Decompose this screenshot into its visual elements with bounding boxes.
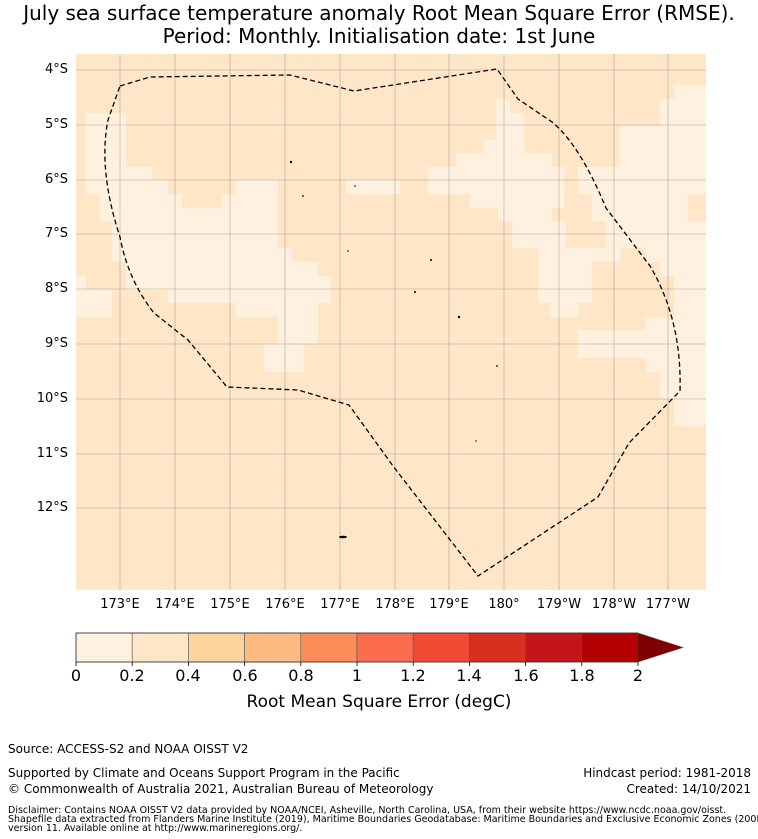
lon-label-173e: 173°E (100, 597, 140, 612)
colorbar-segment (581, 632, 639, 663)
lon-label-175e: 175°E (210, 597, 250, 612)
lat-label-4s: 4°S (44, 62, 68, 77)
colorbar-segment (356, 632, 414, 663)
colorbar-tick-2: 2 (632, 666, 644, 685)
map-gridlines (76, 54, 706, 590)
colorbar-label: Root Mean Square Error (degC) (246, 692, 512, 712)
lon-label-177w: 177°W (645, 597, 691, 612)
chart-title-line2: Period: Monthly. Initialisation date: 1s… (162, 24, 596, 48)
lat-label-10s: 10°S (36, 391, 68, 406)
colorbar-tick-0.2: 0.2 (119, 666, 145, 685)
lat-label-6s: 6°S (44, 172, 68, 187)
colorbar-segment (188, 632, 245, 663)
disclaimer-line3: version 11. Available online at http://w… (8, 823, 303, 834)
lat-label-5s: 5°S (44, 117, 68, 132)
created-date: Created: 14/10/2021 (626, 782, 751, 796)
colorbar-segment (131, 632, 189, 663)
colorbar-tick-0.6: 0.6 (232, 666, 258, 685)
map-ocean (76, 54, 706, 590)
low-rmse-region (76, 85, 706, 426)
lon-label-178w: 178°W (591, 597, 637, 612)
colorbar (75, 632, 684, 666)
supported-text: Supported by Climate and Oceans Support … (8, 766, 400, 780)
colorbar-segment (412, 632, 470, 663)
colorbar-tick-0.8: 0.8 (288, 666, 314, 685)
lon-label-178e: 178°E (375, 597, 415, 612)
colorbar-segment (300, 632, 358, 663)
colorbar-tick-1.6: 1.6 (513, 666, 539, 685)
colorbar-segment (244, 632, 302, 663)
colorbar-tick-1.4: 1.4 (456, 666, 482, 685)
source-text: Source: ACCESS-S2 and NOAA OISST V2 (8, 742, 249, 756)
disclaimer-line1: Disclaimer: Contains NOAA OISST V2 data … (8, 805, 727, 816)
colorbar-segment (525, 632, 583, 663)
colorbar-extend-arrow (637, 632, 684, 663)
lat-label-8s: 8°S (44, 281, 68, 296)
lat-label-9s: 9°S (44, 336, 68, 351)
lon-label-180: 180° (488, 597, 520, 612)
lat-label-11s: 11°S (36, 446, 68, 461)
colorbar-tick-0: 0 (70, 666, 82, 685)
colorbar-segment (75, 632, 133, 663)
lon-label-176e: 176°E (265, 597, 305, 612)
copyright-text: © Commonwealth of Australia 2021, Austra… (8, 782, 434, 796)
lon-label-174e: 174°E (155, 597, 195, 612)
eez-boundary (104, 68, 681, 577)
disclaimer-line2: Shapefile data extracted from Flanders M… (8, 814, 758, 825)
chart-title-line1: July sea surface temperature anomaly Roo… (23, 1, 735, 25)
islands (289, 160, 498, 539)
lat-label-12s: 12°S (36, 500, 68, 515)
colorbar-tick-1.2: 1.2 (400, 666, 426, 685)
lat-label-7s: 7°S (44, 226, 68, 241)
colorbar-segment (469, 632, 526, 663)
lon-label-179w: 179°W (536, 597, 582, 612)
lon-label-179e: 179°E (429, 597, 469, 612)
colorbar-tick-0.4: 0.4 (175, 666, 201, 685)
colorbar-tick-1.8: 1.8 (569, 666, 595, 685)
lon-label-177e: 177°E (320, 597, 360, 612)
colorbar-tick-1: 1 (351, 666, 363, 685)
hindcast-period: Hindcast period: 1981-2018 (583, 766, 751, 780)
